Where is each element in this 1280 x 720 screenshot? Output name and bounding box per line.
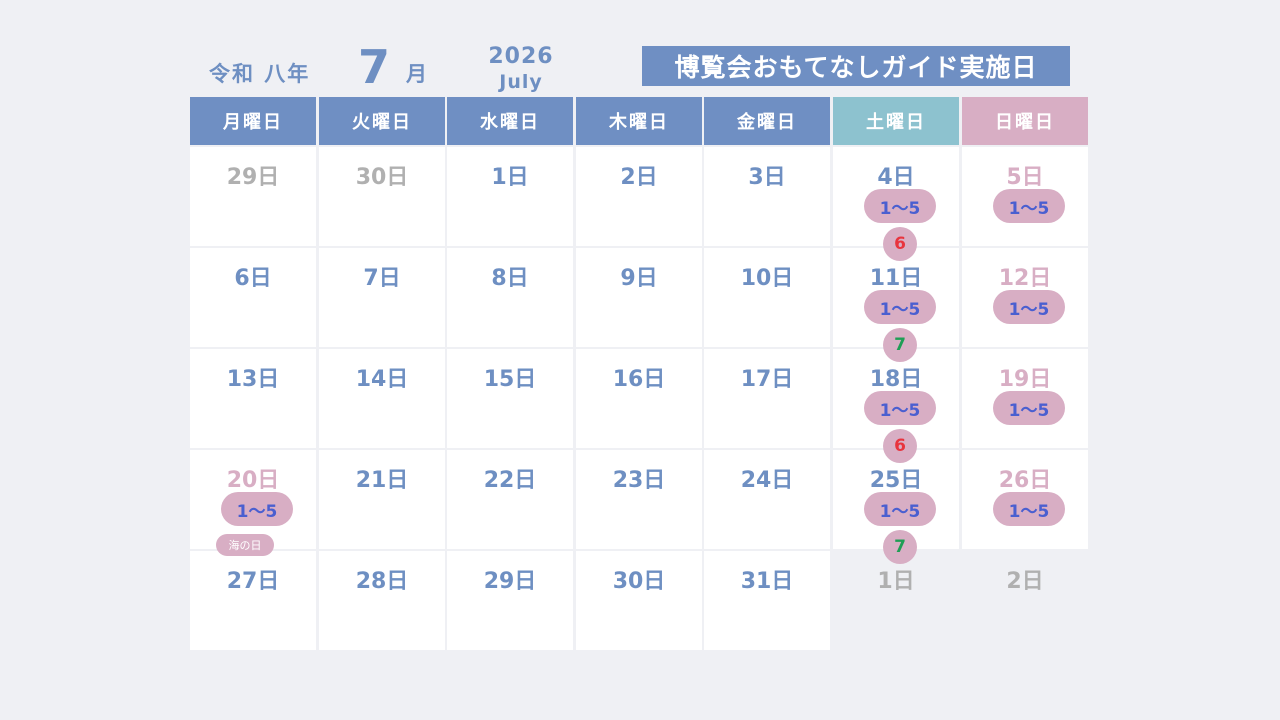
month-number: 7	[358, 40, 391, 94]
day-number: 14日	[355, 367, 409, 392]
day-cell[interactable]: 14日	[319, 349, 445, 448]
day-cell[interactable]: 27日	[190, 551, 316, 650]
day-cell[interactable]: 1日	[833, 551, 959, 650]
day-number: 16日	[612, 367, 666, 392]
day-cell[interactable]: 15日	[447, 349, 573, 448]
era-year-label: 令和 八年	[209, 62, 311, 86]
day-cell[interactable]: 22日	[447, 450, 573, 549]
day-number: 2日	[620, 165, 658, 190]
day-number: 3日	[748, 165, 786, 190]
day-number: 31日	[740, 569, 794, 594]
day-number: 7日	[363, 266, 401, 291]
weekday-header: 月曜日	[190, 97, 316, 145]
day-number: 8日	[491, 266, 529, 291]
day-number: 10日	[740, 266, 794, 291]
guide-range-badge: 1～5	[864, 290, 936, 324]
guide-extra-badge: 7	[883, 530, 917, 564]
day-number: 4日	[877, 165, 915, 190]
day-number: 28日	[355, 569, 409, 594]
day-cell[interactable]: 23日	[576, 450, 702, 549]
day-number: 21日	[355, 468, 409, 493]
day-cell[interactable]: 4日 1～5 6	[833, 147, 959, 261]
day-cell[interactable]: 28日	[319, 551, 445, 650]
guide-range-badge: 1～5	[993, 492, 1065, 526]
day-number: 22日	[483, 468, 537, 493]
day-cell[interactable]: 17日	[704, 349, 830, 448]
day-number: 5日	[1006, 165, 1044, 190]
month-kanji-label: 月	[406, 62, 427, 86]
day-number: 27日	[226, 569, 280, 594]
day-number: 11日	[869, 266, 923, 291]
day-cell[interactable]: 29日	[190, 147, 316, 246]
day-number: 19日	[998, 367, 1052, 392]
day-cell[interactable]: 20日 1～5 海の日	[190, 450, 316, 556]
day-number: 23日	[612, 468, 666, 493]
weekday-header: 土曜日	[833, 97, 959, 145]
day-number: 17日	[740, 367, 794, 392]
day-number: 25日	[869, 468, 923, 493]
day-number: 18日	[869, 367, 923, 392]
day-cell[interactable]: 24日	[704, 450, 830, 549]
day-cell[interactable]: 10日	[704, 248, 830, 347]
day-number: 15日	[483, 367, 537, 392]
day-cell[interactable]: 30日	[576, 551, 702, 650]
guide-range-badge: 1～5	[993, 290, 1065, 324]
month-english-label: July	[499, 71, 543, 93]
day-cell[interactable]: 29日	[447, 551, 573, 650]
day-cell[interactable]: 9日	[576, 248, 702, 347]
weekday-header: 金曜日	[704, 97, 830, 145]
day-cell[interactable]: 12日 1～5	[962, 248, 1088, 347]
day-cell[interactable]: 6日	[190, 248, 316, 347]
calendar-grid: 月曜日 火曜日 水曜日 木曜日 金曜日 土曜日 日曜日 29日 30日 1日 2日 3日 4日 1～5 6 5…	[190, 97, 1090, 650]
day-cell[interactable]: 30日	[319, 147, 445, 246]
day-number: 26日	[998, 468, 1052, 493]
guide-extra-badge: 7	[883, 328, 917, 362]
day-cell[interactable]: 3日	[704, 147, 830, 246]
guide-range-badge: 1～5	[864, 492, 936, 526]
day-number: 13日	[226, 367, 280, 392]
year-label: 2026	[488, 44, 554, 69]
guide-range-badge: 1～5	[993, 391, 1065, 425]
day-number: 30日	[355, 165, 409, 190]
day-cell[interactable]: 19日 1～5	[962, 349, 1088, 448]
day-cell[interactable]: 7日	[319, 248, 445, 347]
title-banner: 博覧会おもてなしガイド実施日	[642, 46, 1070, 86]
day-cell[interactable]: 31日	[704, 551, 830, 650]
day-number: 29日	[226, 165, 280, 190]
day-cell[interactable]: 16日	[576, 349, 702, 448]
day-cell[interactable]: 25日 1～5 7	[833, 450, 959, 564]
day-cell[interactable]: 1日	[447, 147, 573, 246]
weekday-header: 日曜日	[962, 97, 1088, 145]
day-cell[interactable]: 8日	[447, 248, 573, 347]
guide-range-badge: 1～5	[864, 391, 936, 425]
day-cell[interactable]: 2日	[962, 551, 1088, 650]
guide-range-badge: 1～5	[864, 189, 936, 223]
weekday-header: 火曜日	[319, 97, 445, 145]
day-number: 20日	[226, 468, 280, 493]
day-cell[interactable]: 18日 1～5 6	[833, 349, 959, 463]
guide-extra-badge: 6	[883, 227, 917, 261]
weekday-header: 木曜日	[576, 97, 702, 145]
day-number: 2日	[1006, 569, 1044, 594]
weekday-header: 水曜日	[447, 97, 573, 145]
day-cell[interactable]: 2日	[576, 147, 702, 246]
day-cell[interactable]: 13日	[190, 349, 316, 448]
day-number: 1日	[491, 165, 529, 190]
day-cell[interactable]: 11日 1～5 7	[833, 248, 959, 362]
guide-range-badge: 1～5	[221, 492, 293, 526]
day-number: 6日	[234, 266, 272, 291]
day-number: 1日	[877, 569, 915, 594]
day-number: 24日	[740, 468, 794, 493]
day-number: 9日	[620, 266, 658, 291]
day-number: 29日	[483, 569, 537, 594]
day-cell[interactable]: 5日 1～5	[962, 147, 1088, 246]
holiday-badge: 海の日	[216, 534, 274, 556]
day-number: 12日	[998, 266, 1052, 291]
day-cell[interactable]: 26日 1～5	[962, 450, 1088, 549]
day-cell[interactable]: 21日	[319, 450, 445, 549]
guide-range-badge: 1～5	[993, 189, 1065, 223]
day-number: 30日	[612, 569, 666, 594]
guide-extra-badge: 6	[883, 429, 917, 463]
